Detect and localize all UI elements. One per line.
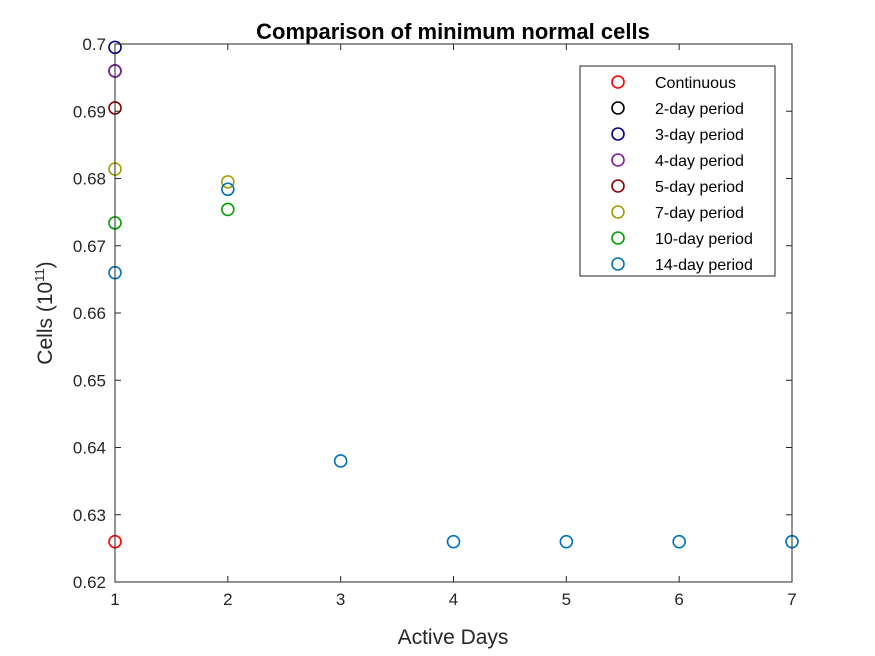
legend-entry-label: 4-day period (655, 153, 744, 170)
legend-marker (611, 205, 625, 219)
data-point (221, 175, 235, 189)
legend-marker (611, 231, 625, 245)
x-tick-label: 6 (674, 590, 683, 609)
x-tick-label: 2 (223, 590, 232, 609)
y-axis-label-main: Cells (10 (34, 282, 57, 365)
y-tick-label: 0.66 (73, 304, 106, 323)
y-tick-label: 0.68 (73, 170, 106, 189)
legend-marker (611, 257, 625, 271)
legend-marker (611, 101, 625, 115)
y-axis-label-exponent: 11 (32, 268, 47, 282)
axis-ticks: 1 2 3 4 5 6 7 0.62 0.63 0.64 0.65 0.66 0.67 0.68 0.69 0… (73, 35, 797, 609)
y-axis-label-close: ) (34, 261, 57, 268)
y-tick-label: 0.7 (82, 35, 106, 54)
legend-entry-label: 2-day period (655, 101, 744, 118)
data-point (672, 534, 686, 549)
y-axis-label: Cells (1011) (32, 261, 57, 364)
y-tick-label: 0.63 (73, 506, 106, 525)
y-tick-label: 0.69 (73, 102, 106, 121)
legend: Continuous 2-day period 3-day period 4-day … (579, 65, 776, 277)
legend-marker (611, 153, 625, 167)
data-point (333, 454, 348, 468)
y-tick-label: 0.65 (73, 371, 106, 390)
data-point (446, 534, 461, 549)
data-point (221, 202, 235, 217)
x-tick-label: 7 (787, 590, 796, 609)
data-point (559, 534, 574, 549)
plot-frame (114, 43, 793, 583)
y-tick-label: 0.62 (73, 573, 106, 592)
x-tick-label: 3 (336, 590, 345, 609)
legend-marker (611, 127, 625, 141)
chart-title: Comparison of minimum normal cells (256, 19, 650, 44)
x-tick-label: 1 (110, 590, 119, 609)
legend-entry-label: 7-day period (655, 205, 744, 222)
legend-marker (611, 179, 625, 193)
data-point (221, 182, 235, 197)
legend-marker (611, 75, 625, 89)
legend-entry-label: 10-day period (655, 231, 753, 248)
y-tick-label: 0.64 (73, 439, 106, 458)
legend-entry-label: Continuous (655, 75, 736, 92)
x-tick-label: 5 (562, 590, 571, 609)
legend-entry-label: 14-day period (655, 257, 753, 274)
x-tick-label: 4 (449, 590, 458, 609)
legend-entry-label: 5-day period (655, 179, 744, 196)
y-tick-label: 0.67 (73, 237, 106, 256)
x-axis-label: Active Days (398, 626, 509, 649)
legend-entry-label: 3-day period (655, 127, 744, 144)
